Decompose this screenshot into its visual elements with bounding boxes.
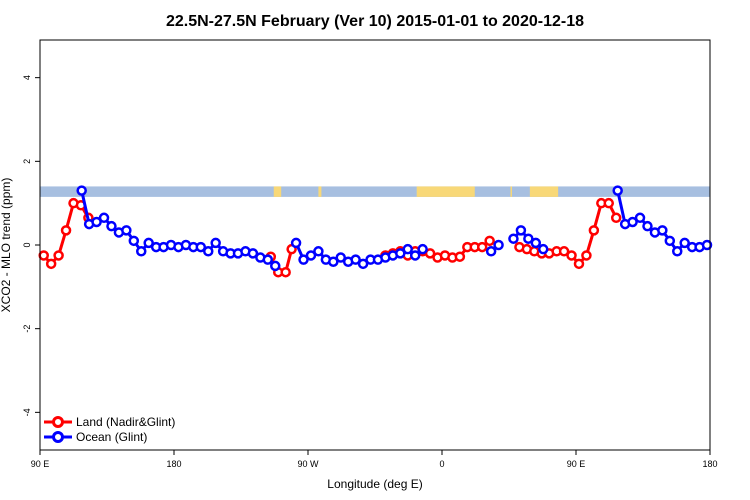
data-point: [76, 185, 87, 196]
map-land-segment: [510, 186, 512, 197]
y-tick-label: -2: [22, 325, 32, 333]
plot-series: [38, 185, 713, 278]
data-point: [530, 237, 542, 249]
y-axis-label: XCO2 - MLO trend (ppm): [0, 178, 13, 313]
series-ocean: [76, 185, 713, 272]
legend-item-ocean: Ocean (Glint): [44, 430, 147, 444]
map-land-segment: [416, 186, 475, 197]
data-point: [328, 256, 339, 267]
data-point: [603, 197, 615, 209]
x-tick-label: 90 W: [297, 459, 319, 469]
legend-label-ocean: Ocean (Glint): [76, 430, 147, 444]
data-point: [523, 233, 534, 244]
data-point: [566, 250, 577, 261]
x-tick-label: 180: [702, 459, 717, 469]
data-point: [485, 246, 497, 257]
data-point: [135, 246, 147, 257]
y-tick-label: -4: [22, 408, 32, 416]
data-point: [247, 248, 259, 259]
data-point: [60, 225, 72, 236]
data-point: [558, 246, 570, 257]
data-point: [98, 212, 110, 224]
data-point: [588, 225, 600, 236]
legend-marker-land: [52, 416, 64, 428]
x-tick-label: 0: [439, 459, 444, 469]
map-land-segment: [273, 186, 282, 197]
data-point: [280, 266, 291, 278]
data-point: [143, 237, 154, 249]
data-point: [313, 246, 324, 257]
data-point: [38, 250, 49, 261]
data-point: [395, 248, 406, 259]
data-point: [121, 225, 132, 236]
legend-marker-ocean: [52, 431, 64, 443]
data-point: [679, 237, 690, 249]
data-point: [417, 243, 428, 255]
data-point: [290, 237, 302, 249]
data-point: [612, 185, 623, 196]
x-tick-label: 90 E: [31, 459, 50, 469]
data-point: [664, 235, 676, 247]
y-tick-label: 2: [22, 159, 32, 164]
y-tick-label: 0: [22, 242, 32, 247]
data-point: [627, 216, 638, 228]
data-point: [262, 254, 274, 265]
plot-frame: [39, 39, 711, 451]
map-land-segment: [529, 186, 559, 197]
data-point: [350, 254, 361, 265]
x-axis-label: Longitude (deg E): [327, 477, 422, 491]
data-point: [357, 258, 369, 270]
data-point: [537, 243, 549, 255]
data-point: [305, 250, 317, 261]
data-point: [91, 216, 102, 228]
data-point: [409, 250, 421, 261]
data-point: [202, 246, 214, 257]
data-point: [269, 260, 281, 272]
data-point: [701, 239, 713, 251]
data-point: [424, 248, 436, 259]
data-point: [642, 220, 653, 232]
map-land-segment: [318, 186, 322, 197]
legend: Land (Nadir&Glint) Ocean (Glint): [44, 415, 175, 444]
data-point: [610, 212, 622, 224]
data-point: [484, 235, 495, 247]
data-point: [634, 212, 646, 224]
axes: 90 E 180 90 W 0 90 E 180 -4 -2 0 2 4: [22, 75, 718, 469]
data-point: [195, 241, 207, 253]
data-point: [476, 241, 488, 253]
y-tick-label: 4: [22, 75, 32, 80]
legend-item-land: Land (Nadir&Glint): [44, 415, 175, 429]
data-point: [45, 258, 57, 270]
chart-title: 22.5N-27.5N February (Ver 10) 2015-01-01…: [166, 13, 584, 30]
data-point: [515, 225, 527, 236]
data-point: [671, 246, 683, 257]
data-point: [402, 243, 414, 255]
data-point: [508, 233, 519, 244]
data-point: [335, 252, 347, 263]
data-point: [573, 258, 585, 270]
legend-label-land: Land (Nadir&Glint): [76, 415, 175, 429]
map-ocean-band: [40, 186, 710, 197]
data-point: [657, 225, 668, 236]
series-land: [38, 197, 622, 278]
x-tick-label: 90 E: [567, 459, 586, 469]
map-strip: [40, 186, 710, 197]
x-tick-label: 180: [166, 459, 181, 469]
data-point: [581, 250, 592, 261]
data-point: [298, 254, 309, 265]
data-point: [454, 251, 466, 262]
data-point: [210, 237, 221, 249]
data-point: [106, 220, 117, 232]
data-point: [128, 235, 140, 247]
data-point: [53, 250, 64, 261]
data-point: [493, 239, 504, 251]
